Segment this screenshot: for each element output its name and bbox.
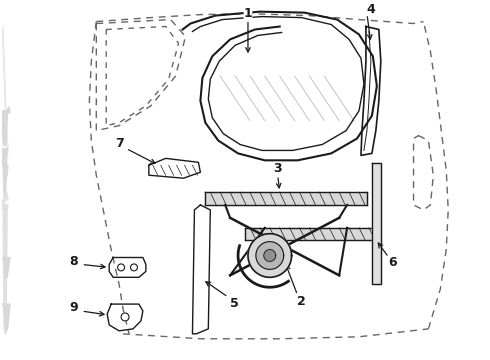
Text: 8: 8 [69,255,78,268]
Text: 5: 5 [230,297,239,310]
Polygon shape [205,192,367,205]
Text: 9: 9 [69,301,78,314]
Polygon shape [245,228,377,240]
Text: 3: 3 [273,162,282,175]
Polygon shape [2,109,10,145]
Text: 7: 7 [115,137,123,150]
Circle shape [118,264,124,271]
Polygon shape [2,107,10,143]
Circle shape [130,264,137,271]
Polygon shape [372,163,381,284]
Polygon shape [2,304,10,331]
Text: 1: 1 [244,7,252,20]
Polygon shape [2,158,8,178]
Polygon shape [256,242,284,269]
Polygon shape [264,249,276,261]
Polygon shape [2,192,8,210]
Polygon shape [2,205,8,334]
Polygon shape [2,27,8,153]
Text: 6: 6 [389,256,397,269]
Circle shape [121,313,129,321]
Polygon shape [2,148,8,200]
Polygon shape [248,234,292,277]
Polygon shape [2,257,10,277]
Text: 2: 2 [297,294,306,307]
Text: 4: 4 [367,3,375,16]
